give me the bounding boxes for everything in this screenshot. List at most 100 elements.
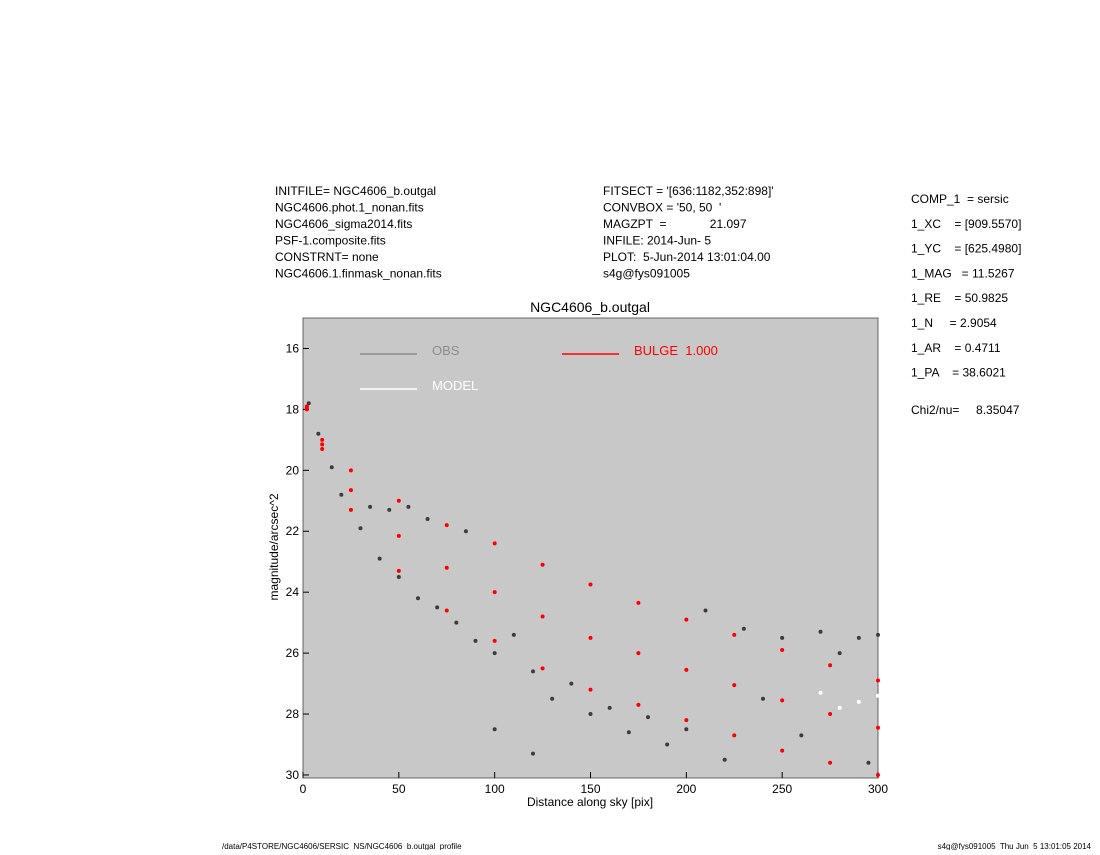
data-point <box>684 718 689 723</box>
data-point <box>492 651 497 656</box>
component-param: 1_RE = 50.9825 <box>911 291 1008 305</box>
data-point <box>531 751 535 756</box>
data-point <box>876 678 880 683</box>
data-point <box>492 638 497 643</box>
data-point <box>818 690 823 695</box>
data-point <box>732 683 737 688</box>
data-point <box>646 715 650 720</box>
x-tick-label: 250 <box>772 782 792 796</box>
header-line: CONVBOX = '50, 50 ' <box>603 201 721 215</box>
data-point <box>636 600 641 605</box>
data-point <box>550 696 555 701</box>
data-point <box>396 498 401 503</box>
component-param: 1_N = 2.9054 <box>911 316 997 330</box>
y-tick-label: 30 <box>286 768 300 782</box>
y-axis-label: magnitude/arcsec^2 <box>267 493 281 600</box>
header-line: INFILE: 2014-Jun- 5 <box>603 234 711 248</box>
data-point <box>348 488 353 493</box>
data-point <box>531 669 535 674</box>
x-tick-label: 300 <box>868 782 888 796</box>
data-point <box>316 431 321 436</box>
x-tick-label: 100 <box>485 782 505 796</box>
data-point <box>703 608 708 613</box>
data-point <box>463 529 468 534</box>
data-point <box>626 730 631 735</box>
data-point <box>339 492 344 497</box>
data-point <box>876 725 880 730</box>
data-point <box>636 651 641 656</box>
component-param: 1_XC = [909.5570] <box>911 217 1021 231</box>
data-point <box>588 687 593 692</box>
data-point <box>780 748 785 753</box>
data-point <box>540 666 545 671</box>
data-point <box>684 727 689 732</box>
data-point <box>444 608 449 613</box>
data-point <box>607 705 612 710</box>
data-point <box>780 698 785 703</box>
component-param: COMP_1 = sersic <box>911 192 1009 206</box>
data-point <box>588 635 593 640</box>
data-point <box>304 405 309 410</box>
data-point <box>358 526 363 531</box>
data-point <box>856 635 861 640</box>
y-tick-label: 16 <box>286 341 300 355</box>
y-tick-label: 18 <box>286 402 300 416</box>
component-param: 1_PA = 38.6021 <box>911 366 1006 380</box>
data-point <box>348 507 353 512</box>
header-line: s4g@fys091005 <box>603 267 690 281</box>
chart-title: NGC4606_b.outgal <box>530 299 650 315</box>
x-axis-label: Distance along sky [pix] <box>527 795 653 809</box>
data-point <box>665 742 670 747</box>
data-point <box>588 582 593 587</box>
data-point <box>320 446 325 451</box>
data-point <box>444 523 449 528</box>
data-point <box>320 442 325 447</box>
data-point <box>492 590 497 595</box>
legend-label: OBS <box>432 343 460 358</box>
data-point <box>473 638 478 643</box>
data-point <box>492 541 497 546</box>
data-point <box>636 702 641 707</box>
y-tick-label: 20 <box>286 463 300 477</box>
component-param: 1_YC = [625.4980] <box>911 242 1021 256</box>
data-point <box>348 468 353 473</box>
data-point <box>492 727 497 732</box>
data-point <box>306 401 311 406</box>
data-point <box>387 507 392 512</box>
data-point <box>368 504 373 509</box>
y-tick-label: 26 <box>286 646 300 660</box>
header-line: INITFILE= NGC4606_b.outgal <box>275 184 436 198</box>
component-param: 1_MAG = 11.5267 <box>911 266 1015 280</box>
data-point <box>828 663 833 668</box>
data-point <box>377 556 382 561</box>
data-point <box>416 596 420 601</box>
y-tick-label: 22 <box>286 524 300 538</box>
chi2: Chi2/nu= 8.35047 <box>911 403 1020 417</box>
header-line: PLOT: 5-Jun-2014 13:01:04.00 <box>603 250 771 264</box>
data-point <box>876 693 880 698</box>
data-point <box>828 712 833 717</box>
data-point <box>732 733 737 738</box>
data-point <box>780 648 785 653</box>
data-point <box>837 651 842 656</box>
data-point <box>329 465 334 470</box>
header-line: CONSTRNT= none <box>275 250 379 264</box>
footer-stamp: s4g@fys091005 Thu Jun 5 13:01:05 2014 <box>938 842 1092 850</box>
x-tick-label: 0 <box>300 782 307 796</box>
data-point <box>511 632 516 637</box>
y-tick-label: 24 <box>286 585 300 599</box>
data-point <box>741 626 746 631</box>
header-line: NGC4606.phot.1_nonan.fits <box>275 201 424 215</box>
x-tick-label: 150 <box>580 782 600 796</box>
component-param: 1_AR = 0.4711 <box>911 341 1001 355</box>
legend-label: BULGE 1.000 <box>634 343 718 358</box>
data-point <box>828 760 833 765</box>
data-point <box>396 568 401 573</box>
data-point <box>799 733 804 738</box>
x-tick-label: 50 <box>392 782 406 796</box>
data-point <box>732 632 737 637</box>
header-line: MAGZPT = 21.097 <box>603 217 747 231</box>
x-tick-label: 200 <box>676 782 696 796</box>
data-point <box>569 681 574 686</box>
